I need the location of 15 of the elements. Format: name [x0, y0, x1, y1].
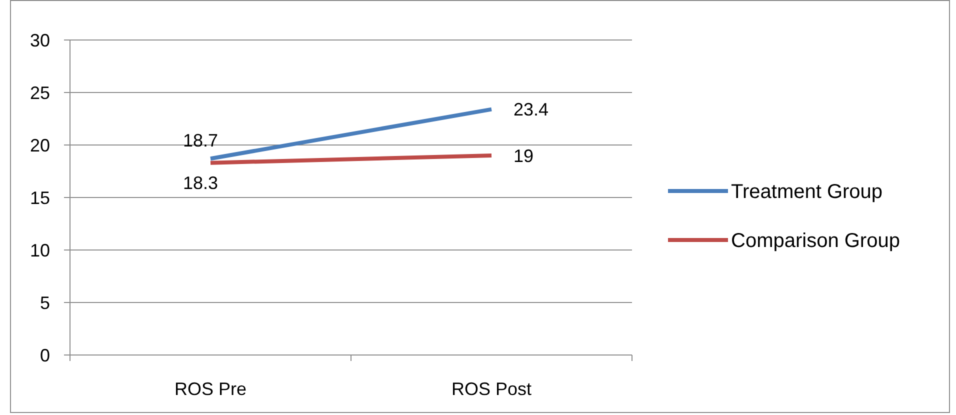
y-tick-label: 30 [30, 30, 50, 50]
y-tick-label: 0 [40, 345, 50, 366]
legend-label: Treatment Group [731, 181, 883, 203]
x-tick-label: ROS Post [451, 379, 532, 399]
y-tick-label: 5 [40, 292, 50, 313]
data-label: 19 [514, 146, 534, 166]
y-tick-label: 10 [30, 240, 50, 260]
y-tick-label: 25 [30, 82, 50, 103]
legend-label: Comparison Group [731, 230, 900, 252]
data-label: 23.4 [514, 100, 549, 120]
data-label: 18.7 [182, 130, 218, 151]
y-tick-label: 15 [30, 188, 50, 208]
y-tick-label: 20 [30, 135, 50, 156]
x-tick-label: ROS Pre [174, 379, 247, 399]
data-label: 18.3 [182, 173, 218, 194]
